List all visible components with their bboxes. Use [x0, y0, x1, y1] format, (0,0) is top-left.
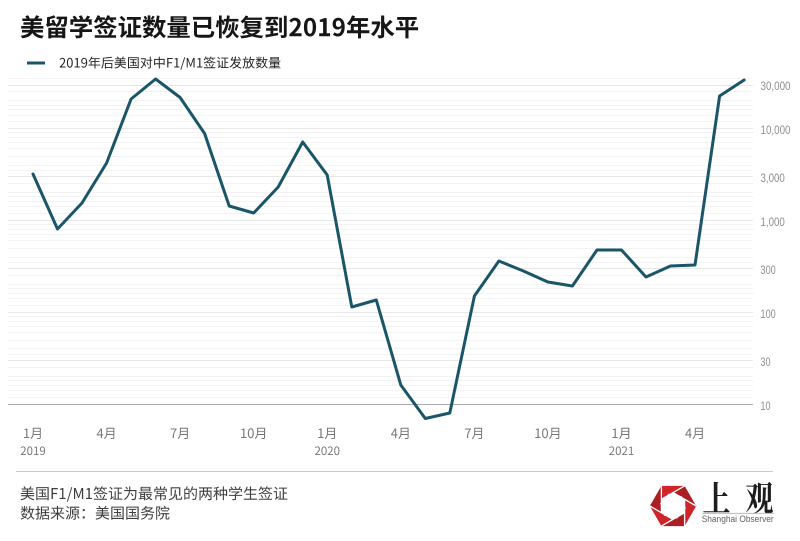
svg-text:30: 30 [761, 355, 771, 369]
svg-text:10: 10 [761, 399, 771, 413]
svg-text:300: 300 [761, 263, 776, 277]
svg-text:30,000: 30,000 [761, 79, 791, 93]
svg-text:10,000: 10,000 [761, 123, 791, 137]
svg-text:3,000: 3,000 [761, 171, 785, 185]
svg-text:Shanghai Observer: Shanghai Observer [702, 514, 774, 524]
svg-text:1,000: 1,000 [761, 215, 785, 229]
svg-text:100: 100 [761, 307, 776, 321]
